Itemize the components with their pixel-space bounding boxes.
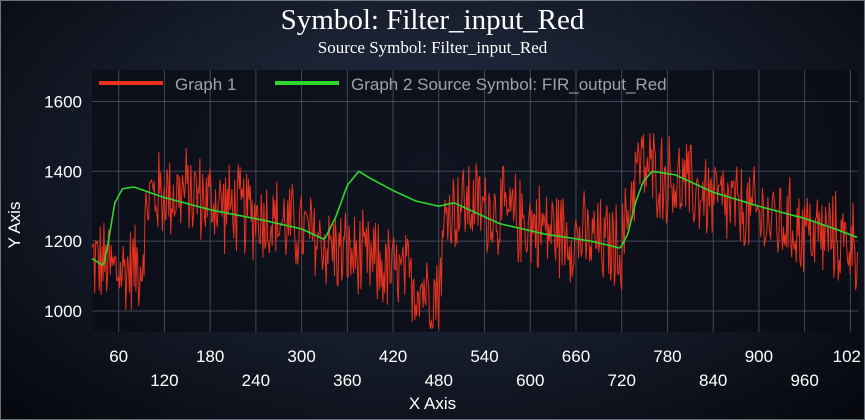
- x-tick-label-upper: 660: [562, 347, 590, 366]
- y-tick-label: 1200: [44, 232, 82, 251]
- x-tick-label-lower: 960: [790, 371, 818, 390]
- series-graph-1-line: [91, 132, 858, 329]
- x-tick-label-upper: 900: [745, 347, 773, 366]
- x-tick-label-upper: 300: [287, 347, 315, 366]
- chart-subtitle: Source Symbol: Filter_input_Red: [317, 38, 548, 57]
- series-layer: [91, 132, 858, 329]
- axis-ticks: 1000 1200 1400 1600 60 180 300 420 540 660 780 900 1…: [44, 92, 861, 390]
- x-tick-label-lower: 480: [425, 371, 453, 390]
- grid-lines: [92, 70, 858, 332]
- x-tick-label-lower: 240: [242, 371, 270, 390]
- x-tick-label-lower: 840: [699, 371, 727, 390]
- x-tick-label-lower: 720: [608, 371, 636, 390]
- x-tick-label-upper: 180: [196, 347, 224, 366]
- x-tick-label-upper: 540: [470, 347, 498, 366]
- x-tick-label-lower: 600: [516, 371, 544, 390]
- x-tick-label-upper: 60: [109, 347, 128, 366]
- x-tick-label-lower: 360: [333, 371, 361, 390]
- x-axis-label: X Axis: [408, 394, 457, 413]
- chart-title: Symbol: Filter_input_Red: [280, 4, 585, 36]
- legend: Graph 1 Graph 2 Source Symbol: FIR_outpu…: [99, 75, 667, 94]
- legend-label-graph-1: Graph 1: [175, 75, 236, 94]
- x-tick-label-upper: 420: [379, 347, 407, 366]
- legend-label-graph-2: Graph 2 Source Symbol: FIR_output_Red: [351, 75, 667, 94]
- y-tick-label: 1400: [44, 162, 82, 181]
- y-tick-label: 1600: [44, 92, 82, 111]
- x-tick-label-upper: 780: [653, 347, 681, 366]
- x-tick-label-upper: 102: [833, 347, 861, 366]
- series-graph-2-line: [91, 170, 858, 267]
- x-tick-label-lower: 120: [150, 371, 178, 390]
- y-tick-label: 1000: [44, 302, 82, 321]
